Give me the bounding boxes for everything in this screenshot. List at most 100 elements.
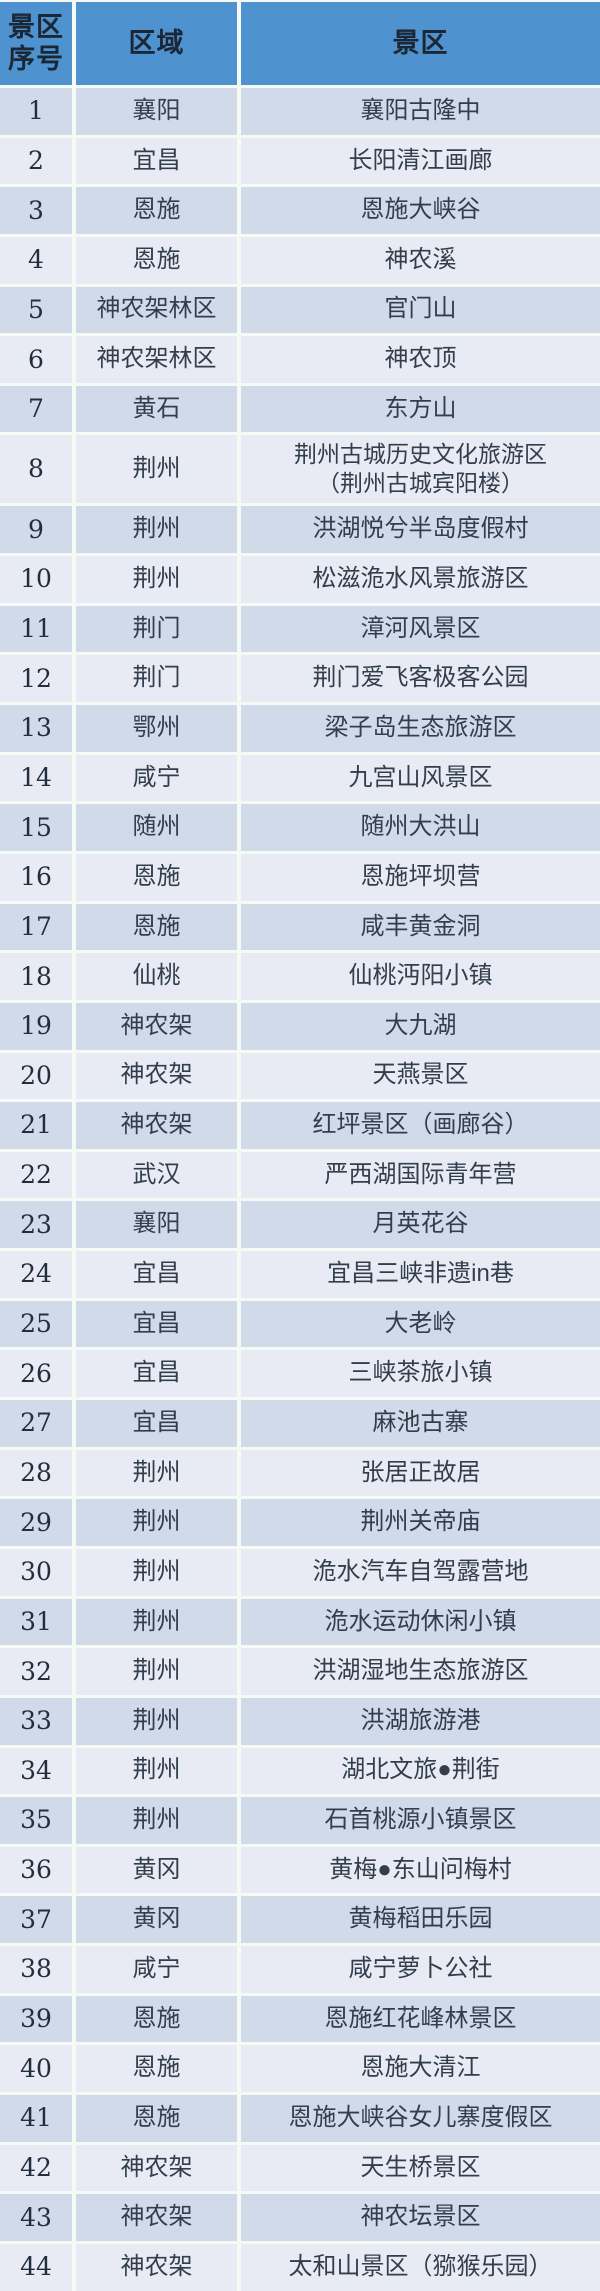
table-row: 5 神农架林区 官门山	[0, 286, 600, 334]
cell-scenic: 恩施大峡谷女儿寨度假区	[241, 2094, 600, 2142]
cell-scenic: 大九湖	[241, 1002, 600, 1050]
cell-scenic: 长阳清江画廊	[241, 137, 600, 185]
table-row: 36 黄冈 黄梅●东山问梅村	[0, 1846, 600, 1894]
table-row: 3 恩施 恩施大峡谷	[0, 187, 600, 234]
table-row: 29 荆州 荆州关帝庙	[0, 1499, 600, 1546]
cell-region: 神农架	[76, 2144, 237, 2192]
table-row: 33 荆州 洪湖旅游港	[0, 1697, 600, 1745]
cell-scenic: 严西湖国际青年营	[241, 1151, 600, 1199]
cell-scenic: 天生桥景区	[241, 2144, 600, 2192]
cell-index: 41	[0, 2094, 72, 2142]
cell-index: 31	[0, 1598, 72, 1646]
cell-region: 神农架	[76, 2243, 237, 2291]
table-row: 13 鄂州 梁子岛生态旅游区	[0, 705, 600, 752]
cell-index: 4	[0, 236, 72, 284]
cell-region: 恩施	[76, 236, 237, 284]
cell-index: 22	[0, 1151, 72, 1199]
cell-region: 神农架	[76, 1052, 237, 1100]
table-row: 6 神农架林区 神农顶	[0, 336, 600, 383]
cell-index: 42	[0, 2144, 72, 2192]
cell-region: 宜昌	[76, 1350, 237, 1398]
cell-region: 神农架	[76, 1002, 237, 1050]
cell-scenic: 大老岭	[241, 1300, 600, 1348]
cell-region: 荆州	[76, 506, 237, 554]
header-cell-scenic: 景区	[241, 2, 600, 85]
table-row: 40 恩施 恩施大清江	[0, 2045, 600, 2092]
cell-region: 襄阳	[76, 88, 237, 135]
cell-index: 6	[0, 336, 72, 383]
table-row: 9 荆州 洪湖悦兮半岛度假村	[0, 506, 600, 554]
cell-region: 荆门	[76, 655, 237, 703]
cell-scenic: 官门山	[241, 286, 600, 334]
cell-index: 39	[0, 1995, 72, 2043]
cell-region: 恩施	[76, 2094, 237, 2142]
cell-scenic: 恩施大峡谷	[241, 187, 600, 234]
table-row: 37 黄冈 黄梅稻田乐园	[0, 1896, 600, 1944]
cell-index: 1	[0, 88, 72, 135]
table-row: 28 荆州 张居正故居	[0, 1449, 600, 1497]
table-row: 11 荆门 漳河风景区	[0, 605, 600, 653]
cell-index: 28	[0, 1449, 72, 1497]
cell-region: 随州	[76, 804, 237, 851]
cell-index: 30	[0, 1548, 72, 1596]
cell-index: 21	[0, 1102, 72, 1149]
cell-region: 恩施	[76, 2045, 237, 2092]
cell-scenic: 洪湖旅游港	[241, 1697, 600, 1745]
cell-index: 43	[0, 2194, 72, 2241]
table-row: 7 黄石 东方山	[0, 385, 600, 433]
cell-index: 11	[0, 605, 72, 653]
cell-scenic: 恩施坪坝营	[241, 853, 600, 901]
cell-region: 鄂州	[76, 705, 237, 752]
table-row: 19 神农架 大九湖	[0, 1002, 600, 1050]
cell-index: 19	[0, 1002, 72, 1050]
cell-scenic: 张居正故居	[241, 1449, 600, 1497]
cell-region: 荆州	[76, 1499, 237, 1546]
table-row: 44 神农架 太和山景区（猕猴乐园）	[0, 2243, 600, 2291]
cell-region: 荆州	[76, 1449, 237, 1497]
cell-scenic: 洪湖悦兮半岛度假村	[241, 506, 600, 554]
cell-index: 8	[0, 435, 72, 504]
cell-scenic: 湖北文旅●荆街	[241, 1747, 600, 1795]
cell-region: 恩施	[76, 853, 237, 901]
cell-scenic: 黄梅●东山问梅村	[241, 1846, 600, 1894]
table-row: 39 恩施 恩施红花峰林景区	[0, 1995, 600, 2043]
cell-scenic: 松滋洈水风景旅游区	[241, 556, 600, 603]
cell-index: 26	[0, 1350, 72, 1398]
table-row: 30 荆州 洈水汽车自驾露营地	[0, 1548, 600, 1596]
cell-scenic: 恩施红花峰林景区	[241, 1995, 600, 2043]
table-row: 4 恩施 神农溪	[0, 236, 600, 284]
cell-scenic: 洪湖湿地生态旅游区	[241, 1648, 600, 1695]
table-row: 31 荆州 洈水运动休闲小镇	[0, 1598, 600, 1646]
table-row: 22 武汉 严西湖国际青年营	[0, 1151, 600, 1199]
cell-scenic: 宜昌三峡非遗in巷	[241, 1251, 600, 1298]
table-row: 38 咸宁 咸宁萝卜公社	[0, 1946, 600, 1993]
table-row: 17 恩施 咸丰黄金洞	[0, 903, 600, 951]
table-row: 2 宜昌 长阳清江画廊	[0, 137, 600, 185]
cell-region: 荆州	[76, 1697, 237, 1745]
cell-scenic: 红坪景区（画廊谷）	[241, 1102, 600, 1149]
cell-region: 宜昌	[76, 1251, 237, 1298]
cell-region: 黄冈	[76, 1846, 237, 1894]
cell-index: 2	[0, 137, 72, 185]
cell-scenic: 仙桃沔阳小镇	[241, 953, 600, 1000]
table-row: 23 襄阳 月英花谷	[0, 1201, 600, 1249]
cell-scenic: 天燕景区	[241, 1052, 600, 1100]
cell-index: 10	[0, 556, 72, 603]
cell-region: 恩施	[76, 187, 237, 234]
table-row: 1 襄阳 襄阳古隆中	[0, 88, 600, 135]
cell-region: 荆门	[76, 605, 237, 653]
cell-index: 9	[0, 506, 72, 554]
cell-scenic: 石首桃源小镇景区	[241, 1797, 600, 1844]
cell-scenic: 神农顶	[241, 336, 600, 383]
cell-scenic: 神农坛景区	[241, 2194, 600, 2241]
cell-region: 荆州	[76, 1747, 237, 1795]
cell-region: 神农架	[76, 2194, 237, 2241]
header-cell-region: 区域	[76, 2, 237, 85]
table-row: 20 神农架 天燕景区	[0, 1052, 600, 1100]
cell-region: 神农架	[76, 1102, 237, 1149]
cell-region: 宜昌	[76, 1400, 237, 1447]
table-header-row: 景区序号 区域 景区	[0, 2, 600, 85]
cell-index: 16	[0, 853, 72, 901]
cell-index: 5	[0, 286, 72, 334]
cell-index: 38	[0, 1946, 72, 1993]
